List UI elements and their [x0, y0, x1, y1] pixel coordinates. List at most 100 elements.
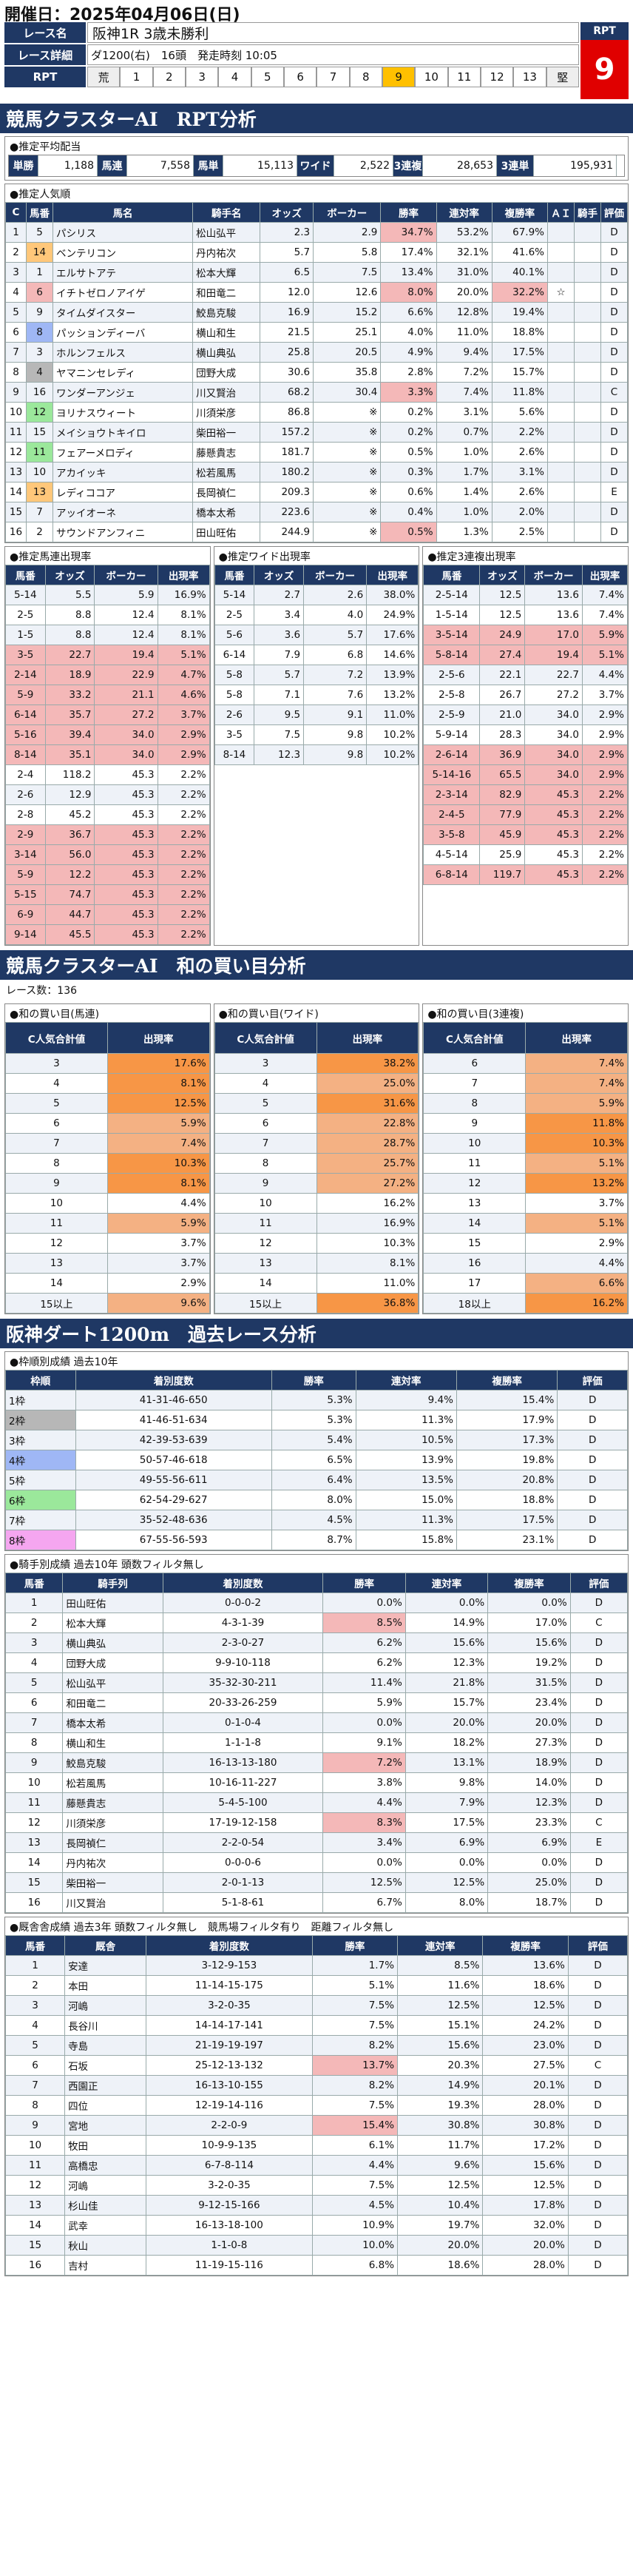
table-cell: 7枠: [5, 1510, 76, 1530]
payout-value: 2,522: [334, 155, 393, 176]
table-cell: タイムダイスター: [52, 302, 194, 323]
table-cell: [547, 262, 575, 283]
table-cell: 2.2%: [581, 804, 629, 825]
table-cell: [574, 342, 601, 363]
table-cell: 7: [4, 1712, 64, 1733]
table-cell: 7.4%: [581, 605, 629, 625]
table-cell: 17.8%: [482, 2195, 569, 2216]
table-cell: D: [600, 342, 628, 363]
table-cell: 68.2: [260, 382, 314, 403]
table-cell: D: [600, 242, 628, 263]
table-row: 1 田山旺佑 0-0-0-2 0.0% 0.0% 0.0% D: [4, 1593, 629, 1613]
table-cell: 30.4: [313, 382, 382, 403]
table-row: 8 横山和生 1-1-1-8 9.1% 18.2% 27.3% D: [4, 1732, 629, 1753]
table-cell: メイショウトキイロ: [52, 422, 194, 443]
table-cell: 27.2%: [316, 1173, 419, 1194]
table-row: 2-6 12.9 45.3 2.2%: [5, 784, 210, 805]
table-cell: 9.6%: [106, 1293, 210, 1314]
table-row: 12 13.2%: [423, 1173, 629, 1194]
table-cell: 1-5-14: [423, 605, 481, 625]
table-cell: 28.0%: [482, 2255, 569, 2276]
table-row: 2枠 41-46-51-634 5.3% 11.3% 17.9% D: [5, 1410, 628, 1430]
table-cell: 35.1: [44, 744, 95, 765]
table-cell: 7.2: [303, 665, 368, 685]
table-cell: 10.2%: [366, 744, 419, 765]
table-cell: ベンテリコン: [52, 242, 194, 263]
payout-value: 195,931: [534, 155, 617, 176]
table-cell: 12.5: [479, 605, 526, 625]
table-cell: 13: [5, 462, 27, 482]
table-cell: 45.3: [94, 844, 158, 865]
table-cell: 6.5%: [271, 1450, 356, 1470]
table-cell: 31.0%: [436, 262, 492, 283]
table-cell: [547, 362, 575, 383]
table-cell: 180.2: [260, 462, 314, 482]
table-cell: 45.3: [94, 764, 158, 785]
table-cell: 13: [423, 1193, 527, 1214]
table-cell: 2.2%: [157, 844, 210, 865]
table-cell: 0-0-0-2: [162, 1593, 324, 1613]
table-cell: E: [569, 1832, 629, 1853]
table-cell: 4: [4, 1652, 64, 1673]
table-cell: [574, 502, 601, 522]
race-panel: レース名 レース詳細 RPT 阪神1R 3歳未勝利 ダ1200(右) 16頭 発…: [4, 22, 629, 99]
table-cell: 18.8%: [456, 1490, 558, 1510]
table-cell: D: [569, 1632, 629, 1653]
table-row: 2 14 ベンテリコン 丹内祐次 5.7 5.8 17.4% 32.1% 41.6% D: [5, 242, 628, 263]
table-cell: 4.4%: [581, 665, 629, 685]
table-cell: 119.7: [479, 864, 526, 885]
table-cell: 2.5%: [491, 522, 549, 542]
table-cell: 5.7: [303, 625, 368, 645]
table-cell: 11.3%: [355, 1510, 457, 1530]
table-row: 3 河嶋 3-2-0-35 7.5% 12.5% 12.5% D: [4, 1995, 629, 2016]
table-cell: 16: [4, 2255, 66, 2276]
column-header: ＡＩ: [547, 202, 575, 223]
table-row: 3-5-8 45.9 45.3 2.2%: [423, 824, 629, 845]
table-cell: 17-19-12-158: [162, 1812, 324, 1833]
table-cell: 41-31-46-650: [75, 1390, 272, 1410]
table-cell: D: [557, 1490, 628, 1510]
table-row: 4 6 イチトゼロノアイゲ 和田竜二 12.0 12.6 8.0% 20.0% 32.2% ☆ D: [5, 282, 628, 303]
table-cell: 11.3%: [355, 1410, 457, 1430]
column-header: 連対率: [355, 1370, 457, 1390]
table-cell: D: [567, 2095, 629, 2116]
table-cell: 9.8%: [404, 1772, 489, 1793]
table-cell: 41.6%: [491, 242, 549, 263]
table-cell: 西園正: [64, 2075, 147, 2096]
table-cell: 0.5%: [380, 522, 437, 542]
table-cell: 10.3%: [106, 1153, 210, 1174]
table-row: 15 2.9%: [423, 1233, 629, 1254]
table-row: 9 16 ワンダーアンジェ 川又賢治 68.2 30.4 3.3% 7.4% 11.8% C: [5, 382, 628, 403]
table-row: 16 川又賢治 5-1-8-61 6.7% 8.0% 18.7% D: [4, 1892, 629, 1913]
payout-value: 28,653: [423, 155, 497, 176]
table-cell: 34.0: [94, 724, 158, 745]
payout-value: 15,113: [223, 155, 297, 176]
table-cell: 11-19-15-116: [146, 2255, 313, 2276]
column-header: 評価: [557, 1370, 628, 1390]
table-cell: 39.4: [44, 724, 95, 745]
table-cell: 2.2%: [157, 804, 210, 825]
table-cell: 2-5-9: [423, 704, 481, 725]
payout-value: 7,558: [127, 155, 194, 176]
table-cell: 川須栄彦: [192, 402, 261, 423]
table-cell: 19.2%: [487, 1652, 571, 1673]
table-row: 5枠 49-55-56-611 6.4% 13.5% 20.8% D: [5, 1470, 628, 1490]
table-row: 7 28.7%: [214, 1133, 419, 1154]
table-cell: 13.1%: [404, 1752, 489, 1773]
table-cell: 13.6: [524, 605, 583, 625]
table-cell: 2-5-14: [423, 585, 481, 605]
table-row: 2-3-14 82.9 45.3 2.2%: [423, 784, 629, 805]
table-row: 8 25.7%: [214, 1153, 419, 1174]
table-cell: [574, 282, 601, 303]
table-cell: 5.1%: [525, 1213, 629, 1234]
table-cell: 74.7: [44, 884, 95, 905]
table-cell: 横山和生: [192, 322, 261, 343]
table-cell: 12.3%: [404, 1652, 489, 1673]
sanren-title: ●推定3連複出現率: [423, 547, 629, 565]
table-cell: 45.2: [44, 804, 95, 825]
table-cell: 13: [26, 482, 53, 502]
column-header: 複勝率: [482, 1935, 569, 1956]
table-cell: 3: [5, 262, 27, 283]
table-cell: 11: [423, 1153, 527, 1174]
table-cell: 49-55-56-611: [75, 1470, 272, 1490]
